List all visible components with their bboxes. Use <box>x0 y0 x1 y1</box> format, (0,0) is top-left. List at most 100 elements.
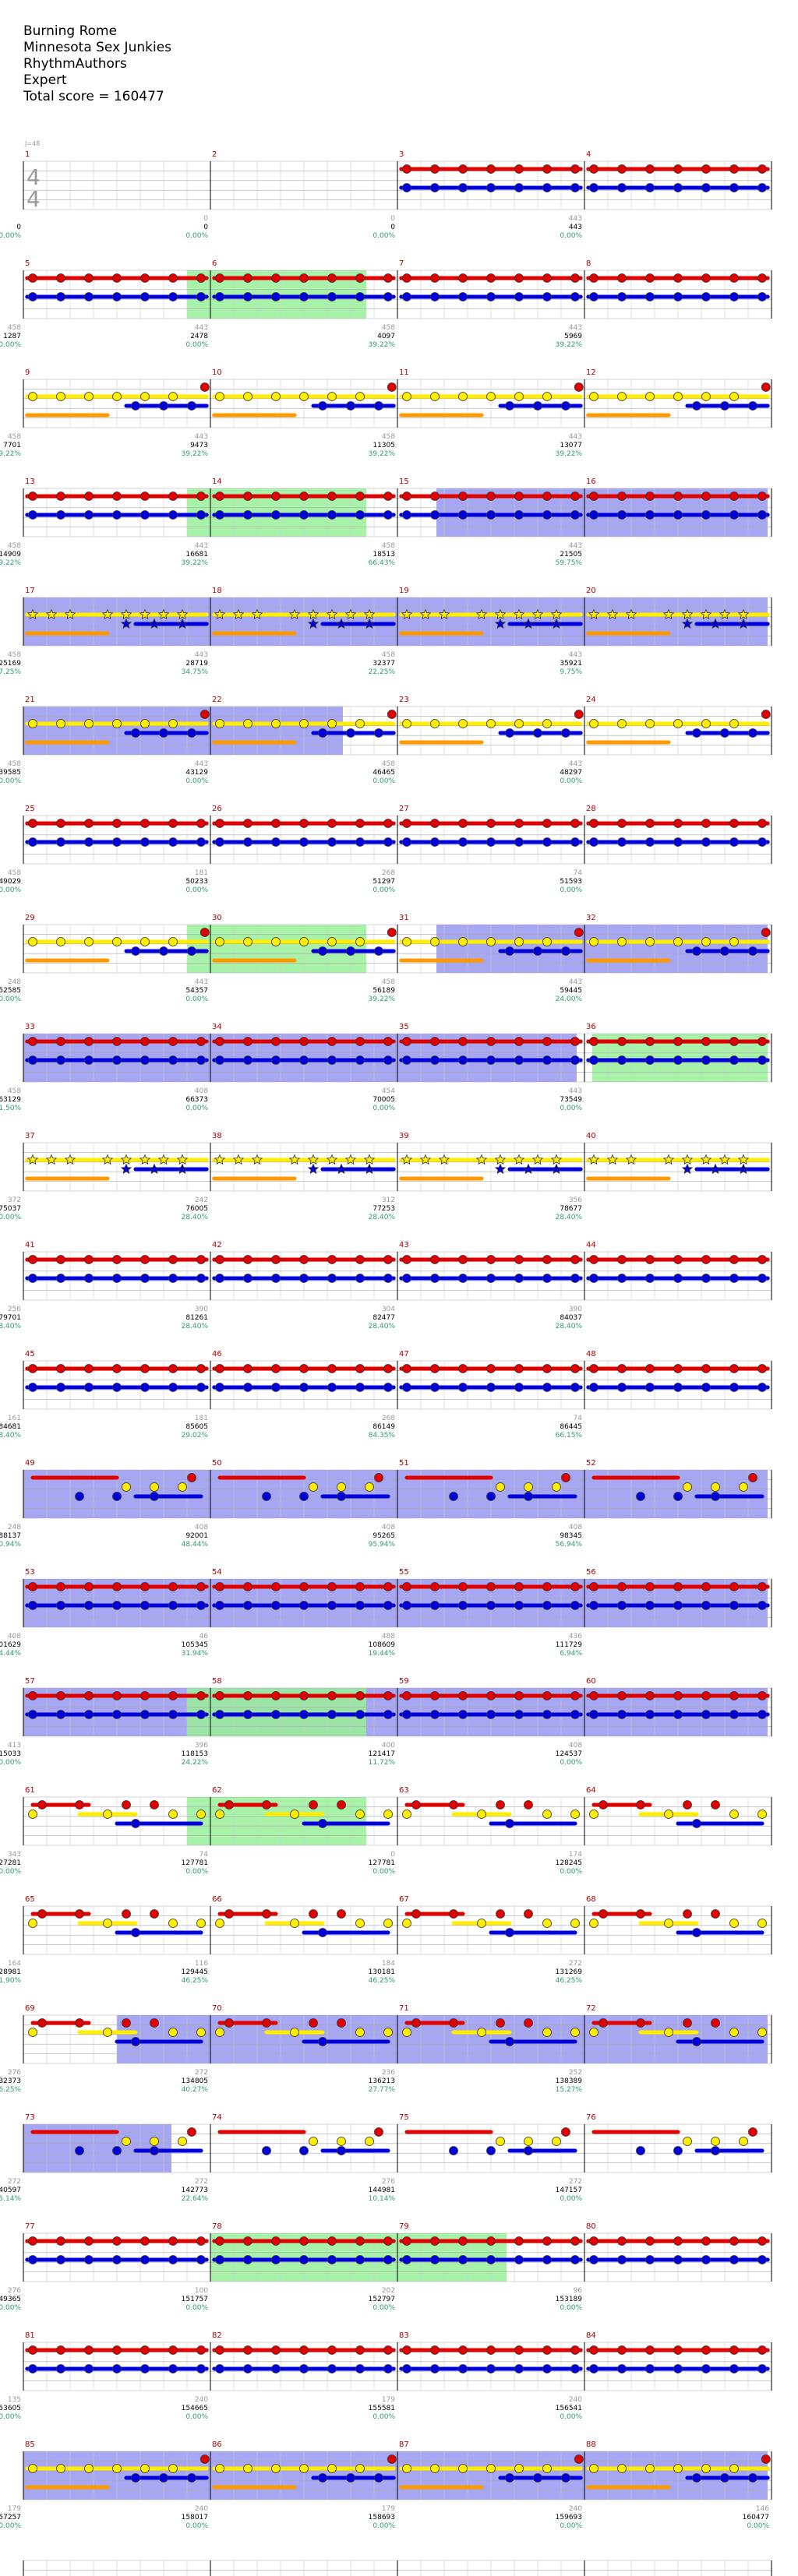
blue-star-note <box>494 618 507 629</box>
time-signature-bottom: 4 <box>26 186 41 212</box>
yellow-note <box>402 2028 411 2037</box>
red-note <box>524 1909 533 1919</box>
blue-note <box>168 292 178 301</box>
red-note <box>327 2236 337 2246</box>
blue-note <box>449 2146 458 2155</box>
sp-percent: 28.40% <box>182 1214 209 1221</box>
note-count: 135 <box>8 2396 21 2404</box>
blue-note <box>617 1710 627 1719</box>
yellow-star-note <box>101 608 114 620</box>
red-note <box>570 819 580 828</box>
note-count: 184 <box>382 1960 395 1968</box>
yellow-note <box>701 719 711 728</box>
blue-note <box>271 1383 281 1392</box>
cumulative-score: 79701 <box>0 1314 21 1322</box>
yellow-star-note <box>232 1154 245 1165</box>
blue-note <box>262 2146 271 2155</box>
red-note <box>402 2236 411 2246</box>
red-note <box>430 1364 440 1373</box>
blue-note <box>458 2255 468 2264</box>
blue-note <box>645 837 655 847</box>
yellow-note <box>739 1482 748 1492</box>
red-note <box>84 1582 94 1591</box>
red-note <box>383 1582 393 1591</box>
red-note <box>196 1691 206 1700</box>
blue-note <box>112 510 122 520</box>
measure-number: 48 <box>586 1350 596 1358</box>
blue-star-note <box>335 1163 348 1175</box>
cumulative-score: 2478 <box>190 333 208 340</box>
red-note <box>299 2345 309 2355</box>
yellow-note <box>28 2464 37 2473</box>
red-note <box>589 1364 598 1373</box>
red-note <box>589 273 598 283</box>
red-note <box>683 1909 692 1919</box>
red-note <box>570 492 580 501</box>
blue-note <box>84 2364 94 2373</box>
cumulative-score: 52585 <box>0 987 21 995</box>
yellow-note <box>122 1482 131 1492</box>
note-count: 408 <box>382 1524 395 1531</box>
blue-note <box>271 1601 281 1610</box>
blue-note <box>196 1274 206 1283</box>
red-note <box>168 273 178 283</box>
yellow-note <box>701 937 711 946</box>
yellow-star-note <box>157 608 170 620</box>
blue-note <box>196 1710 206 1719</box>
yellow-note <box>215 392 224 401</box>
yellow-note <box>28 1919 37 1928</box>
red-note <box>200 2454 210 2464</box>
cumulative-score: 73549 <box>560 1096 582 1104</box>
cumulative-score: 152797 <box>369 2296 395 2303</box>
blue-note <box>458 837 468 847</box>
yellow-note <box>673 719 683 728</box>
red-note <box>711 1909 720 1919</box>
blue-note <box>589 292 598 301</box>
red-note <box>486 273 496 283</box>
note-count: 458 <box>382 324 395 332</box>
blue-note <box>243 1383 252 1392</box>
yellow-star-note <box>344 1154 357 1165</box>
blue-note <box>168 2364 178 2373</box>
red-note <box>617 1255 627 1264</box>
blue-note <box>159 401 168 411</box>
blue-note <box>589 1383 598 1392</box>
blue-star-note <box>148 1163 161 1175</box>
yellow-note <box>299 2464 309 2473</box>
red-note <box>299 1037 309 1046</box>
cumulative-score: 136213 <box>369 2077 395 2085</box>
blue-note <box>383 292 393 301</box>
blue-note <box>524 1492 533 1501</box>
yellow-note <box>271 937 281 946</box>
yellow-star-note <box>363 1154 376 1165</box>
blue-note <box>514 1601 524 1610</box>
red-note <box>496 1800 505 1810</box>
yellow-star-note <box>625 1154 637 1165</box>
red-note <box>122 1800 131 1810</box>
sp-percent: 28.40% <box>556 1323 583 1330</box>
red-note <box>496 1909 505 1919</box>
yellow-note <box>103 1810 112 1819</box>
blue-note <box>720 2473 729 2483</box>
red-note <box>757 1364 767 1373</box>
yellow-star-note <box>588 608 600 620</box>
blue-note <box>617 1274 627 1283</box>
red-note <box>701 2345 711 2355</box>
red-note <box>486 2345 496 2355</box>
blue-note <box>56 1383 65 1392</box>
blue-note <box>168 2255 178 2264</box>
blue-note <box>28 1274 37 1283</box>
sp-percent: 34.75% <box>182 668 209 676</box>
cumulative-score: 0 <box>203 224 208 231</box>
red-note <box>309 2018 318 2028</box>
blue-note <box>215 292 224 301</box>
blue-note <box>112 2255 122 2264</box>
red-note <box>271 2236 281 2246</box>
blue-note <box>402 510 411 520</box>
yellow-star-note <box>214 1154 226 1165</box>
red-note <box>224 1800 234 1810</box>
note-count: 272 <box>569 1960 582 1968</box>
red-note <box>542 1037 552 1046</box>
blue-note <box>159 728 168 738</box>
blue-note <box>636 2146 645 2155</box>
